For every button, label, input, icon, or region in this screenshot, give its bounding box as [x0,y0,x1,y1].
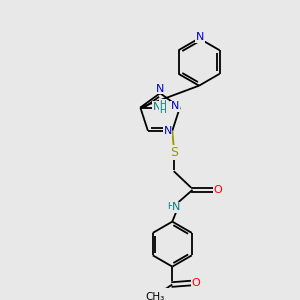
Text: N: N [171,101,179,111]
Text: H: H [159,100,166,109]
Text: O: O [214,185,222,195]
Text: H: H [167,202,174,211]
Text: H: H [159,106,166,116]
Text: S: S [170,146,178,159]
Text: N: N [156,84,164,94]
Text: N: N [196,32,204,42]
Text: CH₃: CH₃ [146,292,165,300]
Text: N: N [164,126,172,136]
Text: N: N [153,102,161,112]
Text: O: O [192,278,201,288]
Text: N: N [172,202,181,212]
